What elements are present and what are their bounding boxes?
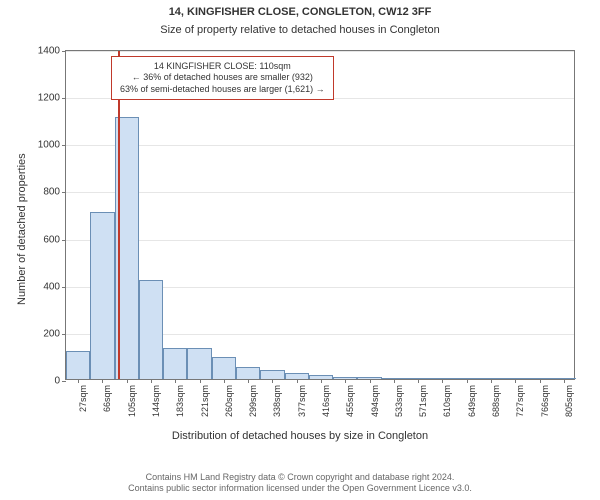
x-tick-mark <box>418 379 419 383</box>
grid-line <box>66 192 574 193</box>
x-tick-mark <box>370 379 371 383</box>
x-tick-mark <box>467 379 468 383</box>
x-tick-mark <box>127 379 128 383</box>
x-tick-mark <box>515 379 516 383</box>
y-tick-label: 600 <box>43 234 60 245</box>
footer-attribution: Contains HM Land Registry data © Crown c… <box>0 472 600 495</box>
plot-area: 020040060080010001200140027sqm66sqm105sq… <box>65 50 575 380</box>
x-tick-label: 66sqm <box>102 385 112 412</box>
x-tick-mark <box>102 379 103 383</box>
y-tick-mark <box>62 287 66 288</box>
histogram-bar <box>90 212 114 379</box>
x-axis-label: Distribution of detached houses by size … <box>0 430 600 442</box>
x-tick-label: 416sqm <box>321 385 331 417</box>
x-tick-label: 766sqm <box>540 385 550 417</box>
x-tick-label: 805sqm <box>564 385 574 417</box>
chart-title: 14, KINGFISHER CLOSE, CONGLETON, CW12 3F… <box>0 6 600 18</box>
annotation-line: 63% of semi-detached houses are larger (… <box>120 84 325 95</box>
annotation-line: 14 KINGFISHER CLOSE: 110sqm <box>120 61 325 72</box>
histogram-bar <box>260 370 284 379</box>
x-tick-mark <box>491 379 492 383</box>
y-tick-mark <box>62 240 66 241</box>
y-tick-mark <box>62 381 66 382</box>
grid-line <box>66 51 574 52</box>
x-tick-mark <box>297 379 298 383</box>
y-tick-mark <box>62 51 66 52</box>
x-tick-label: 727sqm <box>515 385 525 417</box>
x-tick-mark <box>78 379 79 383</box>
x-tick-label: 221sqm <box>200 385 210 417</box>
grid-line <box>66 240 574 241</box>
x-tick-mark <box>248 379 249 383</box>
annotation-line: ← 36% of detached houses are smaller (93… <box>120 72 325 83</box>
y-axis-label: Number of detached properties <box>16 153 28 305</box>
x-tick-label: 610sqm <box>442 385 452 417</box>
y-tick-label: 400 <box>43 281 60 292</box>
histogram-bar <box>236 367 260 379</box>
histogram-bar <box>163 348 187 379</box>
chart-container: 14, KINGFISHER CLOSE, CONGLETON, CW12 3F… <box>0 0 600 500</box>
histogram-bar <box>139 280 163 379</box>
y-tick-label: 0 <box>54 376 60 387</box>
x-tick-label: 455sqm <box>345 385 355 417</box>
x-tick-mark <box>540 379 541 383</box>
y-tick-mark <box>62 145 66 146</box>
x-tick-mark <box>345 379 346 383</box>
x-tick-mark <box>151 379 152 383</box>
y-tick-mark <box>62 334 66 335</box>
x-tick-mark <box>200 379 201 383</box>
x-tick-label: 377sqm <box>297 385 307 417</box>
x-tick-label: 688sqm <box>491 385 501 417</box>
histogram-bar <box>187 348 211 379</box>
y-tick-label: 1000 <box>38 140 60 151</box>
grid-line <box>66 145 574 146</box>
histogram-bar <box>66 351 90 379</box>
x-tick-label: 144sqm <box>151 385 161 417</box>
chart-subtitle: Size of property relative to detached ho… <box>0 24 600 36</box>
y-tick-label: 1400 <box>38 46 60 57</box>
x-tick-mark <box>321 379 322 383</box>
x-tick-mark <box>272 379 273 383</box>
x-tick-label: 299sqm <box>248 385 258 417</box>
x-tick-label: 105sqm <box>127 385 137 417</box>
property-marker-line <box>118 51 120 379</box>
y-tick-label: 800 <box>43 187 60 198</box>
y-tick-mark <box>62 192 66 193</box>
x-tick-label: 27sqm <box>78 385 88 412</box>
annotation-box: 14 KINGFISHER CLOSE: 110sqm← 36% of deta… <box>111 56 334 100</box>
footer-line-1: Contains HM Land Registry data © Crown c… <box>0 472 600 483</box>
x-tick-mark <box>224 379 225 383</box>
x-tick-label: 338sqm <box>272 385 282 417</box>
y-tick-label: 1200 <box>38 93 60 104</box>
y-tick-mark <box>62 98 66 99</box>
x-tick-label: 260sqm <box>224 385 234 417</box>
x-tick-label: 494sqm <box>370 385 380 417</box>
histogram-bar <box>212 357 236 379</box>
y-tick-label: 200 <box>43 328 60 339</box>
footer-line-2: Contains public sector information licen… <box>0 483 600 494</box>
x-tick-mark <box>442 379 443 383</box>
x-tick-mark <box>394 379 395 383</box>
x-tick-label: 571sqm <box>418 385 428 417</box>
x-tick-label: 183sqm <box>175 385 185 417</box>
x-tick-mark <box>175 379 176 383</box>
x-tick-mark <box>564 379 565 383</box>
x-tick-label: 649sqm <box>467 385 477 417</box>
x-tick-label: 533sqm <box>394 385 404 417</box>
